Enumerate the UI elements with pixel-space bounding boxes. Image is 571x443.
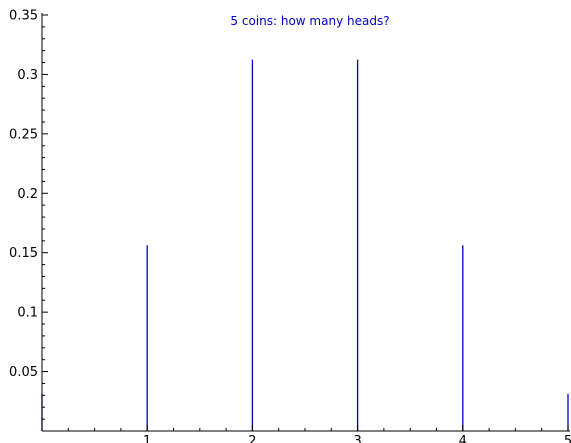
y-tick-label-0.1: 0.1 [17,306,38,321]
axes: 1 2 3 4 5 0.05 0.1 0.15 0.2 0.25 0.3 0.35 [9,9,571,443]
y-tick-label-0.35: 0.35 [9,9,38,24]
x-tick-label-3: 3 [353,434,361,443]
x-tick-label-1: 1 [143,434,151,443]
x-tick-label-4: 4 [459,434,467,443]
y-tick-label-0.25: 0.25 [9,127,38,142]
data-stems [42,60,568,431]
y-tick-label-0.3: 0.3 [17,68,38,83]
y-tick-label-0.05: 0.05 [9,365,38,380]
chart-title: 5 coins: how many heads? [230,14,389,28]
x-tick-label-2: 2 [248,434,256,443]
y-tick-label-0.2: 0.2 [17,187,38,202]
x-tick-label-5: 5 [564,434,571,443]
y-tick-label-0.15: 0.15 [9,246,38,261]
